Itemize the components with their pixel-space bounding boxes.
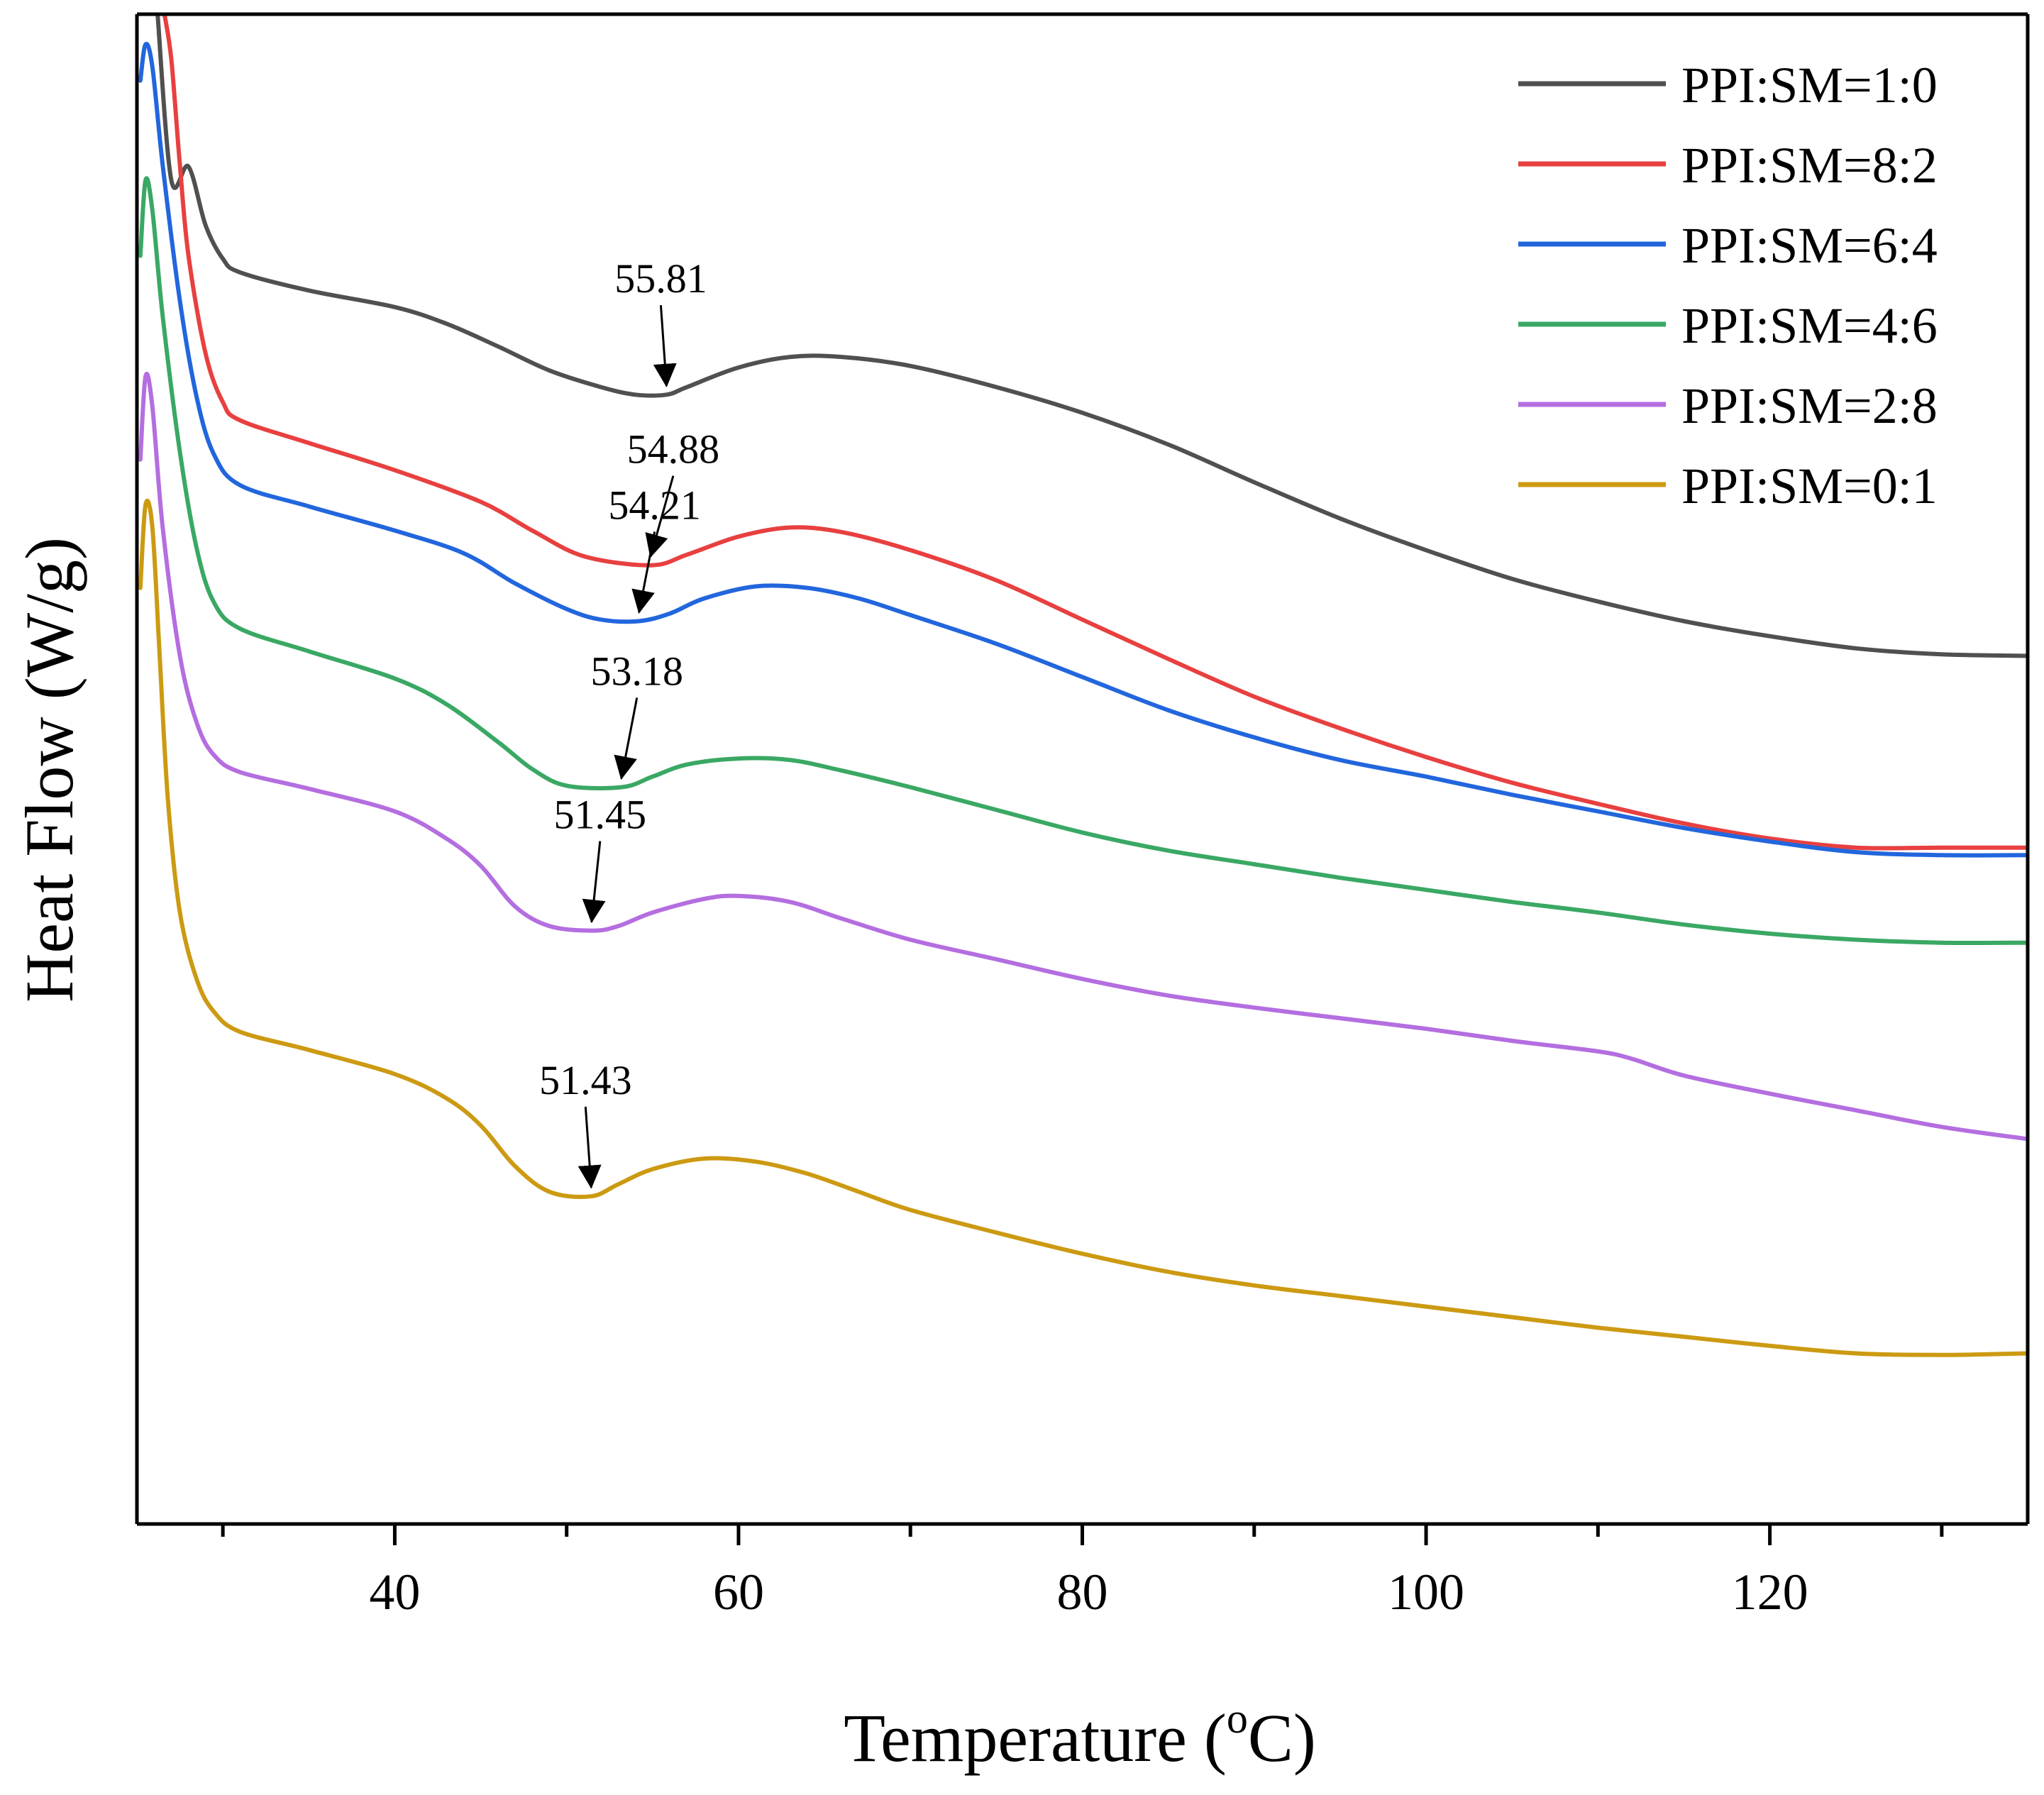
legend-label-3: PPI:SM=6:4 <box>1681 217 1938 274</box>
x-axis-title: Temperature (oC) <box>844 1695 1316 1776</box>
peak-arrow-4 <box>614 697 639 780</box>
peak-label-6: 51.43 <box>539 1057 632 1103</box>
x-tick-label-4: 100 <box>1388 1564 1464 1620</box>
plot-area <box>138 14 2028 1357</box>
peak-arrow-3 <box>631 531 656 614</box>
series-line-6 <box>138 498 2028 1357</box>
legend: PPI:SM=1:0 PPI:SM=8:2 PPI:SM=6:4 PPI:SM=4:6… <box>1518 57 1938 514</box>
series-line-2 <box>162 14 2028 851</box>
peak-arrow-1 <box>653 305 677 387</box>
x-tick-label-5: 120 <box>1732 1564 1808 1620</box>
x-tick-label-1: 40 <box>369 1564 420 1620</box>
y-axis-title: Heat Flow (W/g) <box>11 537 87 1003</box>
legend-label-6: PPI:SM=0:1 <box>1681 458 1938 514</box>
x-ticks: 40 60 80 100 120 <box>221 1524 1944 1620</box>
peak-label-1: 55.81 <box>614 255 707 302</box>
x-tick-label-3: 80 <box>1057 1564 1108 1620</box>
series-line-1 <box>155 14 2028 658</box>
series-line-3 <box>138 41 2028 858</box>
peak-arrow-5 <box>582 841 606 924</box>
peak-label-2: 54.88 <box>627 426 720 473</box>
series-line-4 <box>138 176 2028 946</box>
series-line-5 <box>138 371 2028 1142</box>
peak-label-4: 53.18 <box>590 648 683 695</box>
legend-label-2: PPI:SM=8:2 <box>1681 137 1938 194</box>
x-axis-title-tail: C) <box>1248 1700 1316 1776</box>
peak-label-3: 54.21 <box>608 482 701 528</box>
x-axis-title-main: Temperature ( <box>844 1700 1227 1776</box>
peak-arrow-6 <box>578 1106 602 1189</box>
x-tick-label-2: 60 <box>713 1564 764 1620</box>
legend-label-4: PPI:SM=4:6 <box>1681 297 1938 354</box>
peak-arrow-2 <box>645 475 675 558</box>
x-axis-title-sup: o <box>1227 1695 1248 1742</box>
legend-label-1: PPI:SM=1:0 <box>1681 57 1938 114</box>
peak-annotations: 55.81 54.88 54.21 53.18 51.45 51.43 <box>539 255 720 1189</box>
legend-label-5: PPI:SM=2:8 <box>1681 377 1938 434</box>
peak-label-5: 51.45 <box>554 792 647 838</box>
